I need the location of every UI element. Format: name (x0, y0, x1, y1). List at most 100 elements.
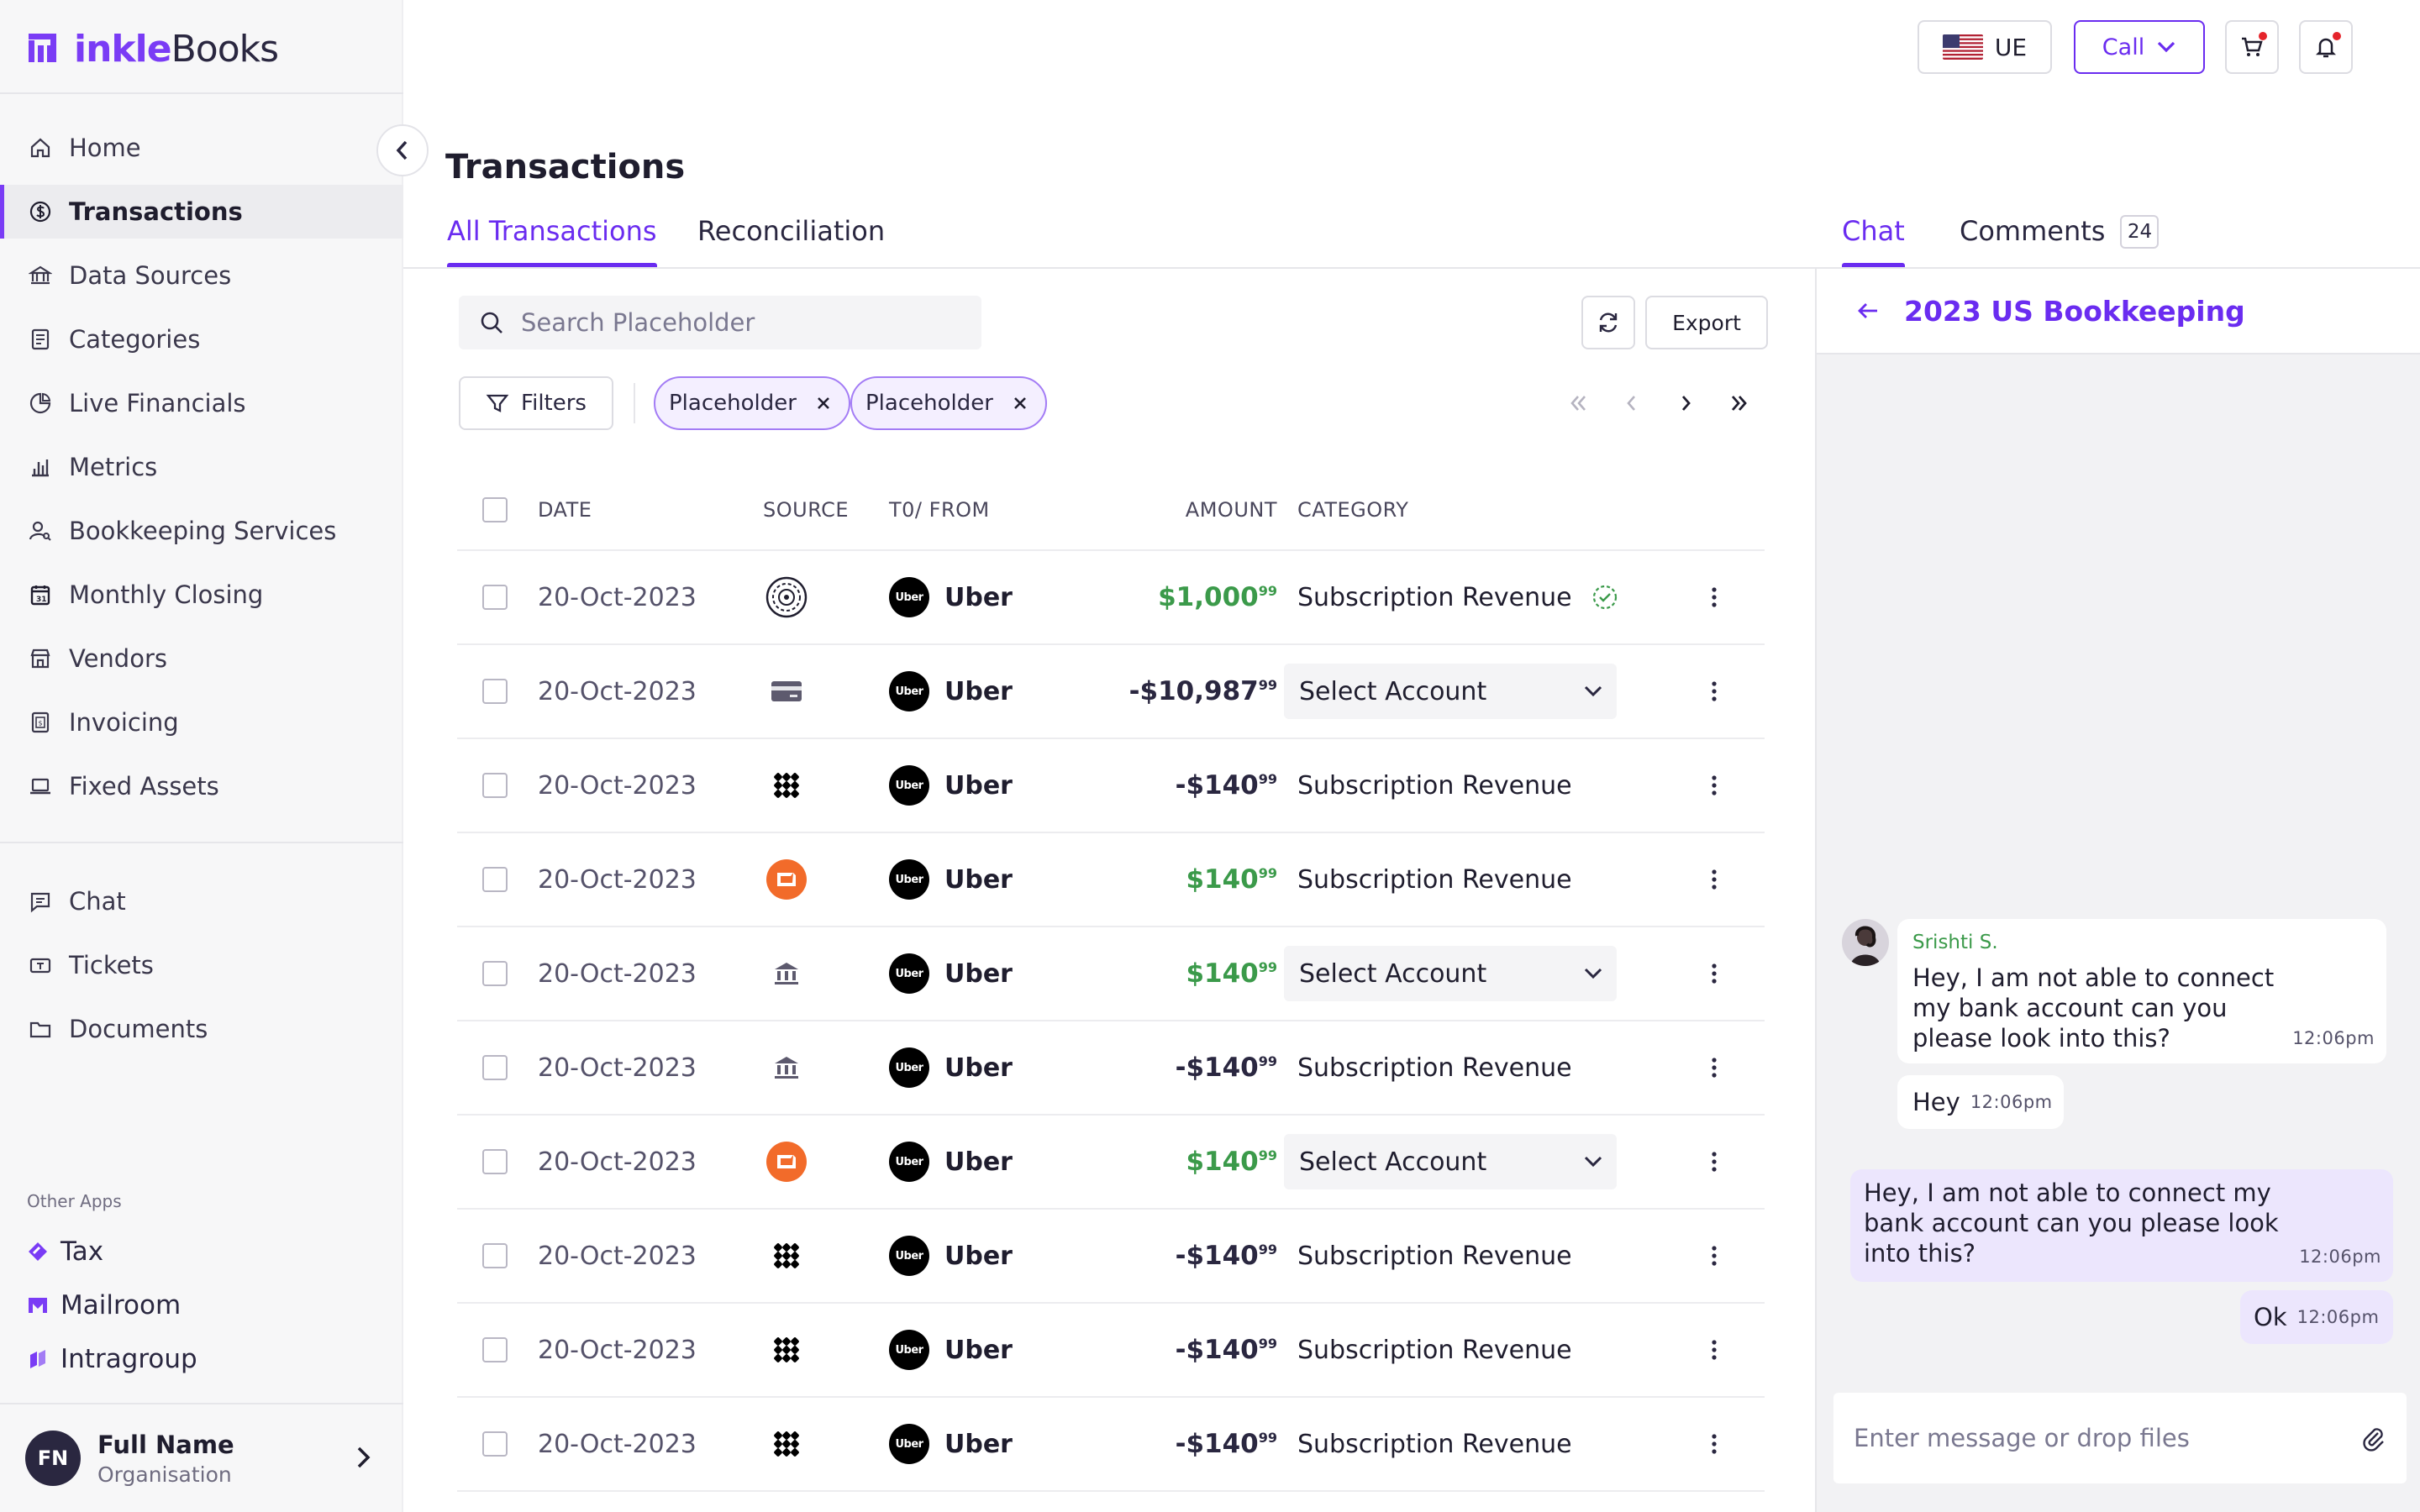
sidebar-item-vendors[interactable]: Vendors (0, 632, 403, 685)
row-more-button[interactable] (1681, 1244, 1748, 1268)
row-checkbox[interactable] (482, 867, 508, 892)
vendor-cell[interactable]: Uber Uber (889, 953, 1107, 994)
cart-button[interactable] (2225, 20, 2279, 74)
header-to-from[interactable]: T0/ FROM (889, 498, 990, 522)
app-logo[interactable]: inkleBooks (25, 24, 279, 74)
sidebar-item-home[interactable]: Home (0, 121, 403, 175)
table-row[interactable]: 20-Oct-2023 Uber Uber -$14099 Subscriptio… (457, 1210, 1765, 1304)
vendor-cell[interactable]: Uber Uber (889, 577, 1107, 617)
vendor-cell[interactable]: Uber Uber (889, 1236, 1107, 1276)
table-row[interactable]: 20-Oct-2023 Uber Uber $14099 Select Accou… (457, 927, 1765, 1021)
category-label[interactable]: Subscription Revenue (1297, 1429, 1572, 1459)
row-checkbox[interactable] (482, 1149, 508, 1174)
select-account-dropdown[interactable]: Select Account (1284, 664, 1617, 719)
row-more-button[interactable] (1681, 1056, 1748, 1079)
chevron-down-icon (1584, 685, 1602, 697)
sidebar-item-fixed-assets[interactable]: Fixed Assets (0, 759, 403, 813)
row-checkbox[interactable] (482, 1243, 508, 1268)
vendor-cell[interactable]: Uber Uber (889, 1424, 1107, 1464)
export-button[interactable]: Export (1645, 296, 1768, 349)
header-date[interactable]: DATE (538, 498, 592, 522)
row-more-button[interactable] (1681, 962, 1748, 985)
category-label[interactable]: Subscription Revenue (1297, 770, 1572, 801)
remove-chip-button[interactable] (1012, 395, 1028, 412)
select-all-checkbox[interactable] (482, 497, 508, 522)
select-account-dropdown[interactable]: Select Account (1284, 1134, 1617, 1189)
tab-all-transactions[interactable]: All Transactions (447, 215, 657, 267)
sidebar-item-chat[interactable]: Chat (0, 874, 403, 928)
tab-reconciliation[interactable]: Reconciliation (697, 215, 886, 247)
header-amount[interactable]: AMOUNT (1185, 498, 1277, 522)
row-more-button[interactable] (1681, 585, 1748, 609)
refresh-button[interactable] (1581, 296, 1635, 349)
sidebar-item-monthly-closing[interactable]: 31 Monthly Closing (0, 568, 403, 622)
tab-chat[interactable]: Chat (1842, 215, 1905, 267)
category-label[interactable]: Subscription Revenue (1297, 582, 1572, 612)
category-label[interactable]: Subscription Revenue (1297, 1335, 1572, 1365)
first-page-button[interactable] (1558, 383, 1598, 423)
vendor-cell[interactable]: Uber Uber (889, 1330, 1107, 1370)
filters-button[interactable]: Filters (459, 376, 613, 430)
other-app-mailroom[interactable]: Mailroom (27, 1290, 181, 1320)
row-checkbox[interactable] (482, 773, 508, 798)
category-label[interactable]: Subscription Revenue (1297, 1241, 1572, 1271)
row-checkbox[interactable] (482, 585, 508, 610)
search-bar[interactable] (459, 296, 981, 349)
row-more-button[interactable] (1681, 680, 1748, 703)
sidebar-item-transactions[interactable]: Transactions (0, 185, 403, 239)
row-more-button[interactable] (1681, 774, 1748, 797)
table-row[interactable]: 20-Oct-2023 Uber Uber $14099 Subscription… (457, 833, 1765, 927)
other-app-intragroup[interactable]: Intragroup (27, 1344, 197, 1374)
table-row[interactable]: 20-Oct-2023 Uber Uber $1,00099 Subscripti… (457, 551, 1765, 645)
header-source[interactable]: SOURCE (763, 498, 850, 522)
vendor-cell[interactable]: Uber Uber (889, 671, 1107, 711)
vendor-cell[interactable]: Uber Uber (889, 1142, 1107, 1182)
call-button[interactable]: Call (2074, 20, 2205, 74)
card-icon (765, 669, 808, 713)
remove-chip-button[interactable] (815, 395, 832, 412)
row-checkbox[interactable] (482, 1431, 508, 1457)
table-row[interactable]: 20-Oct-2023 Uber Uber -$10,98799 Select A… (457, 645, 1765, 739)
last-page-button[interactable] (1719, 383, 1760, 423)
vendor-cell[interactable]: Uber Uber (889, 859, 1107, 900)
notifications-button[interactable] (2299, 20, 2353, 74)
vendor-cell[interactable]: Uber Uber (889, 1047, 1107, 1088)
search-input[interactable] (521, 308, 958, 337)
row-more-button[interactable] (1681, 1432, 1748, 1456)
prev-page-button[interactable] (1612, 383, 1652, 423)
category-label[interactable]: Subscription Revenue (1297, 864, 1572, 895)
sidebar-item-documents[interactable]: Documents (0, 1002, 403, 1056)
sidebar-item-live-financials[interactable]: Live Financials (0, 376, 403, 430)
row-more-button[interactable] (1681, 1150, 1748, 1173)
row-checkbox[interactable] (482, 1337, 508, 1362)
row-checkbox[interactable] (482, 961, 508, 986)
table-row[interactable]: 20-Oct-2023 Uber Uber -$14099 Subscriptio… (457, 1304, 1765, 1398)
category-label[interactable]: Subscription Revenue (1297, 1053, 1572, 1083)
table-row[interactable]: 20-Oct-2023 Uber Uber -$14099 Subscriptio… (457, 1398, 1765, 1492)
paperclip-icon[interactable] (2360, 1425, 2386, 1452)
row-more-button[interactable] (1681, 868, 1748, 891)
chat-message-input[interactable] (1854, 1424, 2324, 1452)
back-arrow-icon[interactable] (1855, 298, 1881, 323)
table-row[interactable]: 20-Oct-2023 Uber Uber -$14099 Subscriptio… (457, 739, 1765, 833)
other-app-tax[interactable]: Tax (27, 1236, 103, 1267)
select-account-dropdown[interactable]: Select Account (1284, 946, 1617, 1001)
header-category[interactable]: CATEGORY (1297, 498, 1409, 522)
row-more-button[interactable] (1681, 1338, 1748, 1362)
collapse-sidebar-button[interactable] (376, 124, 429, 176)
table-row[interactable]: 20-Oct-2023 Uber Uber -$14099 Subscriptio… (457, 1021, 1765, 1116)
sidebar-item-bookkeeping-services[interactable]: Bookkeeping Services (0, 504, 403, 558)
entity-switcher[interactable]: UE (1918, 20, 2052, 74)
sidebar-item-data-sources[interactable]: Data Sources (0, 249, 403, 302)
row-checkbox[interactable] (482, 679, 508, 704)
user-profile[interactable]: FN Full Name Organisation (0, 1403, 403, 1512)
tab-comments[interactable]: Comments 24 (1960, 215, 2160, 267)
row-checkbox[interactable] (482, 1055, 508, 1080)
sidebar-item-metrics[interactable]: Metrics (0, 440, 403, 494)
table-row[interactable]: 20-Oct-2023 Uber Uber $14099 Select Accou… (457, 1116, 1765, 1210)
sidebar-item-invoicing[interactable]: $ Invoicing (0, 696, 403, 749)
sidebar-item-tickets[interactable]: Tickets (0, 938, 403, 992)
vendor-cell[interactable]: Uber Uber (889, 765, 1107, 806)
next-page-button[interactable] (1665, 383, 1706, 423)
sidebar-item-categories[interactable]: Categories (0, 312, 403, 366)
